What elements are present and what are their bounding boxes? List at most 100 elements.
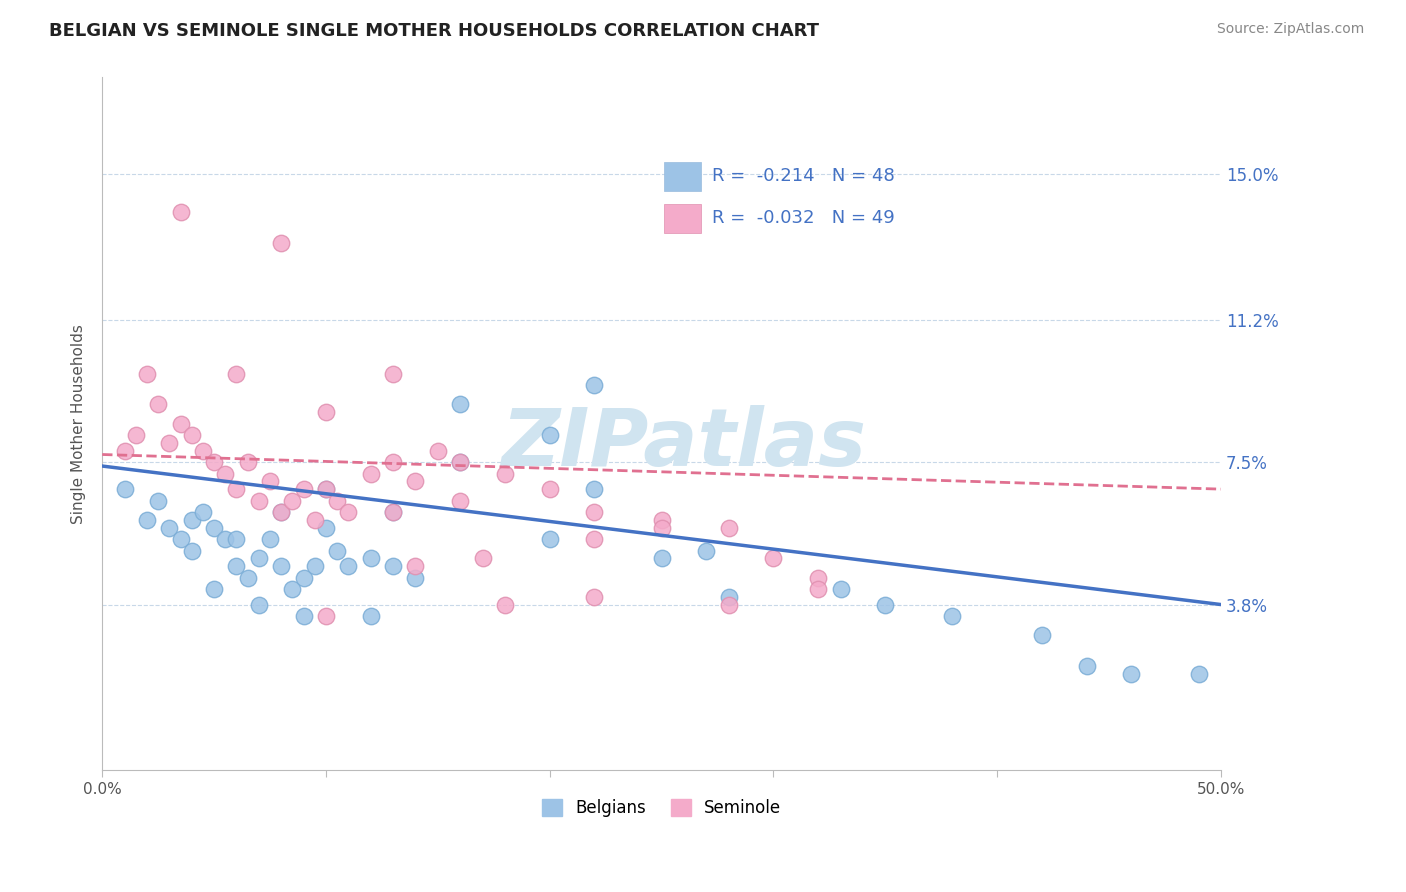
Point <box>236 455 259 469</box>
Point <box>583 532 606 546</box>
Point <box>247 598 270 612</box>
Point <box>449 455 471 469</box>
Text: BELGIAN VS SEMINOLE SINGLE MOTHER HOUSEHOLDS CORRELATION CHART: BELGIAN VS SEMINOLE SINGLE MOTHER HOUSEH… <box>49 22 820 40</box>
Point <box>538 428 561 442</box>
Y-axis label: Single Mother Households: Single Mother Households <box>72 324 86 524</box>
Point <box>270 235 292 250</box>
Point <box>136 367 159 381</box>
Point <box>225 532 247 546</box>
Point <box>315 482 337 496</box>
Point <box>214 467 236 481</box>
Point <box>146 493 169 508</box>
Point <box>169 532 191 546</box>
Point <box>191 505 214 519</box>
Point <box>382 505 405 519</box>
Point <box>214 532 236 546</box>
Point <box>449 493 471 508</box>
Point <box>583 378 606 392</box>
Point <box>157 436 180 450</box>
Point <box>404 559 426 574</box>
Point <box>382 559 405 574</box>
Point <box>202 520 225 534</box>
Point <box>494 598 516 612</box>
Point <box>281 493 304 508</box>
Point <box>360 467 382 481</box>
Point <box>146 397 169 411</box>
Point <box>807 582 830 596</box>
Point <box>471 551 494 566</box>
Point <box>360 609 382 624</box>
Point <box>538 482 561 496</box>
Point <box>382 367 405 381</box>
Point <box>426 443 449 458</box>
Point <box>292 571 315 585</box>
Point <box>281 582 304 596</box>
Point <box>259 475 281 489</box>
Point <box>360 551 382 566</box>
Point <box>326 543 349 558</box>
Point <box>225 367 247 381</box>
Point <box>651 551 673 566</box>
Point <box>807 571 830 585</box>
Point <box>382 505 405 519</box>
Text: R =  -0.214   N = 48: R = -0.214 N = 48 <box>711 167 894 186</box>
Point <box>583 505 606 519</box>
Point <box>382 455 405 469</box>
Text: R =  -0.032   N = 49: R = -0.032 N = 49 <box>711 210 894 227</box>
FancyBboxPatch shape <box>664 161 700 191</box>
Point <box>651 513 673 527</box>
Point <box>270 559 292 574</box>
Point <box>180 428 202 442</box>
Point <box>304 559 326 574</box>
Point <box>651 520 673 534</box>
FancyBboxPatch shape <box>664 204 700 233</box>
Point <box>326 493 349 508</box>
Point <box>315 405 337 419</box>
Point <box>114 443 136 458</box>
Point <box>125 428 148 442</box>
Point <box>494 467 516 481</box>
Point <box>202 455 225 469</box>
Point <box>180 543 202 558</box>
Point <box>157 520 180 534</box>
Point <box>315 609 337 624</box>
Point <box>136 513 159 527</box>
Point <box>404 475 426 489</box>
Point <box>114 482 136 496</box>
Point <box>1187 666 1209 681</box>
Point <box>1076 659 1098 673</box>
Point <box>717 590 740 604</box>
Point <box>830 582 852 596</box>
Text: Source: ZipAtlas.com: Source: ZipAtlas.com <box>1216 22 1364 37</box>
Point <box>1121 666 1143 681</box>
Point <box>315 482 337 496</box>
Point <box>337 505 360 519</box>
Point <box>292 609 315 624</box>
Point <box>304 513 326 527</box>
Point <box>202 582 225 596</box>
Point <box>717 598 740 612</box>
Point <box>762 551 785 566</box>
Point <box>180 513 202 527</box>
Point <box>337 559 360 574</box>
Point <box>191 443 214 458</box>
Point <box>695 543 717 558</box>
Point <box>583 590 606 604</box>
Point <box>315 520 337 534</box>
Point <box>169 417 191 431</box>
Point <box>270 505 292 519</box>
Point <box>270 505 292 519</box>
Point <box>583 482 606 496</box>
Point <box>717 520 740 534</box>
Point <box>538 532 561 546</box>
Point <box>449 397 471 411</box>
Point <box>1031 628 1053 642</box>
Legend: Belgians, Seminole: Belgians, Seminole <box>536 792 787 824</box>
Point <box>236 571 259 585</box>
Point <box>259 532 281 546</box>
Text: ZIPatlas: ZIPatlas <box>502 406 866 483</box>
Point <box>875 598 897 612</box>
Point <box>225 559 247 574</box>
Point <box>449 455 471 469</box>
Point <box>247 551 270 566</box>
